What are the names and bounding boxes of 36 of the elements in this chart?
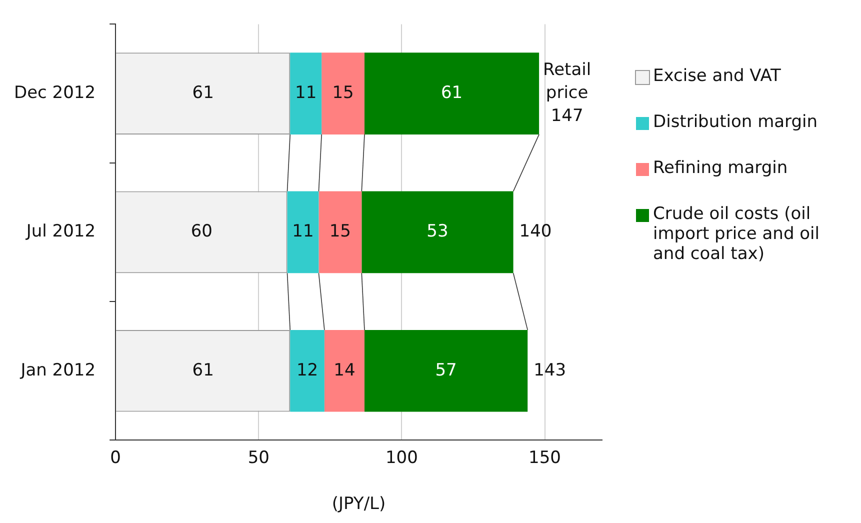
data-label: 53 <box>426 222 448 242</box>
x-tick-label: 100 <box>385 448 418 468</box>
data-label: 61 <box>192 360 214 380</box>
bar <box>290 330 324 412</box>
data-label: 12 <box>296 360 318 380</box>
bar <box>287 191 319 274</box>
legend-label: Distribution margin <box>653 112 818 132</box>
x-tick-label: 0 <box>110 448 121 468</box>
legend-label: Crude oil costs (oil import price and oil and coal tax) <box>653 204 820 264</box>
total-label: 140 <box>519 222 552 242</box>
y-tick-label: Jul 2012 <box>25 222 96 242</box>
total-label: 143 <box>534 360 566 380</box>
data-label: 60 <box>190 222 212 242</box>
data-label: 57 <box>435 360 457 380</box>
total-label: Retail price 147 <box>543 60 592 126</box>
x-axis-title: (JPY/L) <box>332 494 386 514</box>
bar <box>362 191 514 274</box>
y-tick-label: Dec 2012 <box>14 82 96 103</box>
legend-label: Refining margin <box>653 158 788 178</box>
data-label: 61 <box>192 82 214 103</box>
bar <box>364 330 528 412</box>
x-tick-label: 50 <box>248 448 270 468</box>
data-label: 11 <box>295 82 317 103</box>
bar <box>290 52 322 134</box>
bar <box>324 330 365 412</box>
data-label: 61 <box>440 82 463 103</box>
bar <box>318 191 362 274</box>
bar <box>364 52 540 134</box>
data-label: 15 <box>329 222 352 242</box>
y-tick-label: Jan 2012 <box>20 360 96 380</box>
x-tick-label: 150 <box>528 448 561 468</box>
bar <box>322 52 365 134</box>
data-label: 14 <box>334 360 356 380</box>
legend-label: Excise and VAT <box>653 66 781 86</box>
data-label: 15 <box>332 82 354 103</box>
data-label: 11 <box>292 222 314 242</box>
